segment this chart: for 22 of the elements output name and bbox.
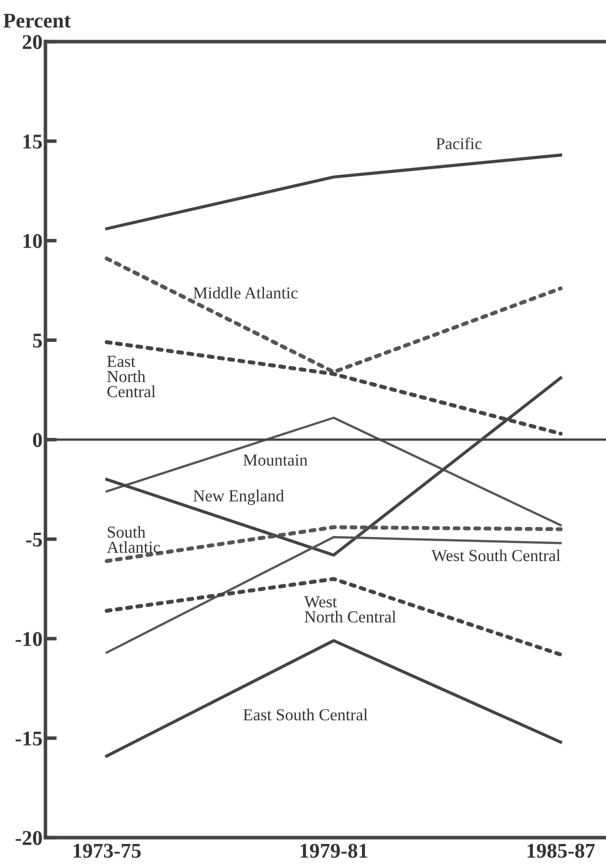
series-label: East South Central <box>243 708 368 720</box>
x-tick-label: 1973-75 <box>74 844 141 858</box>
y-tick-label: 15 <box>24 134 42 149</box>
y-tick-label: -15 <box>16 732 42 746</box>
series-label: West North Central <box>304 596 396 622</box>
y-tick-label: 10 <box>24 234 42 248</box>
series-label: Middle Atlantic <box>193 286 298 299</box>
y-tick-label: -10 <box>16 632 42 646</box>
series-label: East North Central <box>107 356 156 398</box>
y-tick-label: -5 <box>26 532 42 547</box>
y-tick-label: 5 <box>33 334 42 348</box>
series-label: South Atlantic <box>106 526 160 553</box>
y-tick-label: 20 <box>22 35 42 50</box>
y-tick-label: 0 <box>33 433 42 448</box>
series-label: West South Central <box>431 549 560 562</box>
y-axis-title: Percent <box>3 14 71 28</box>
series-label: New England <box>193 490 284 505</box>
series-label: Pacific <box>436 137 482 150</box>
series-label: Mountain <box>243 454 308 466</box>
x-tick-label: 1979-81 <box>300 844 368 858</box>
x-tick-label: 1985-87 <box>528 844 595 858</box>
y-tick-label: -20 <box>16 830 42 846</box>
